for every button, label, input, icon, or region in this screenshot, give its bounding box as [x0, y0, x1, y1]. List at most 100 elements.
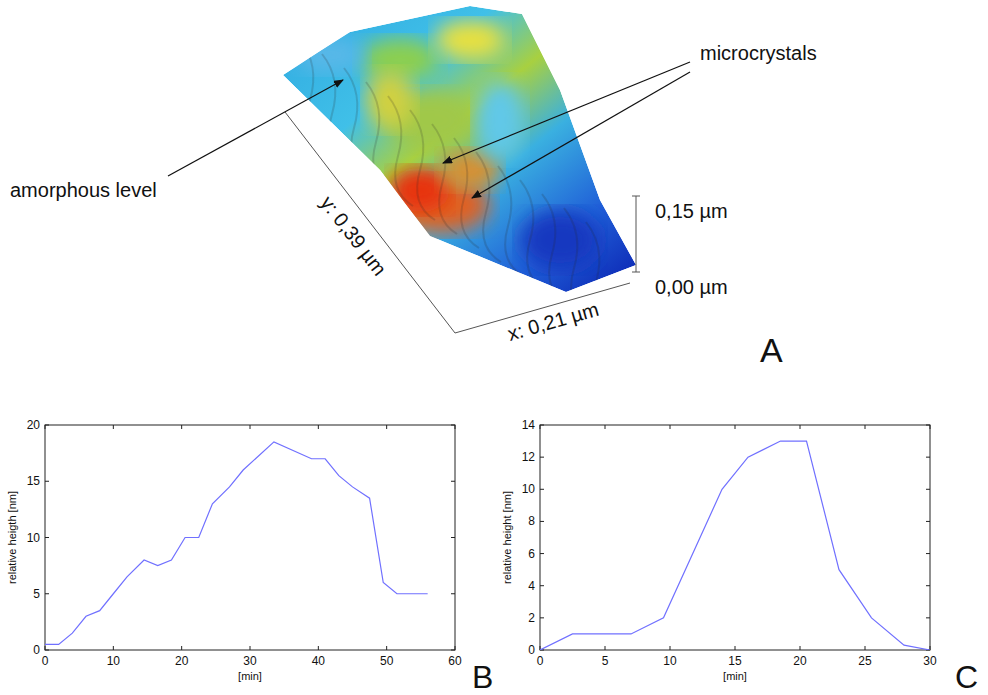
surface-ridge [366, 82, 391, 192]
x-tick-label: 10 [663, 654, 677, 668]
x-tick [735, 646, 736, 650]
x-tick [250, 425, 251, 429]
y-tick [926, 617, 930, 618]
y-tick [451, 593, 455, 594]
x-tick-label: 30 [243, 654, 257, 668]
surface-base [283, 6, 636, 292]
z-tick [632, 196, 640, 197]
y-tick [45, 650, 49, 651]
y-axis-label: relative height [nm] [501, 491, 513, 584]
x-tick-label: 30 [923, 654, 937, 668]
y-tick [926, 521, 930, 522]
y-tick [45, 593, 49, 594]
x-tick [113, 646, 114, 650]
y-tick [540, 457, 544, 458]
x-tick-label: 40 [312, 654, 326, 668]
x-tick-label: 25 [858, 654, 872, 668]
x-tick [605, 646, 606, 650]
x-axis-label: [min] [723, 670, 747, 682]
x-tick [865, 646, 866, 650]
surface-color [435, 20, 505, 60]
annotation-arrow [472, 72, 690, 198]
y-tick [451, 537, 455, 538]
z-tick [632, 272, 640, 273]
data-group [540, 441, 930, 650]
x-tick [455, 646, 456, 650]
x-tick-label: 0 [537, 654, 544, 668]
line-panel: 010203040506005101520[min]relative heigt… [6, 418, 494, 695]
y-tick [540, 553, 544, 554]
annotation-arrow [168, 80, 343, 176]
surface-color [475, 80, 525, 160]
y-tick-label: 10 [522, 482, 536, 496]
x-tick [181, 646, 182, 650]
surface-ridge [476, 152, 501, 262]
y-tick-label: 0 [33, 643, 40, 657]
y-axis-label: relative heigth [nm] [6, 491, 18, 584]
surface-ridge [300, 40, 325, 150]
y-tick [451, 425, 455, 426]
x-axis-label: [min] [238, 670, 262, 682]
y-tick [926, 489, 930, 490]
x-tick-label: 20 [793, 654, 807, 668]
z-tick-label: 0,00 µm [655, 276, 728, 298]
y-tick [926, 585, 930, 586]
x-tick-label: 15 [728, 654, 742, 668]
x-tick-label: 0 [42, 654, 49, 668]
x-tick [605, 425, 606, 429]
surface-panel: y: 0,39 µmx: 0,21 µm0,00 µm0,15 µmmicroc… [10, 6, 817, 369]
surface-ridge [432, 124, 457, 234]
x-tick [540, 425, 541, 429]
x-tick [45, 425, 46, 429]
panel-letter: A [760, 331, 783, 369]
y-tick [45, 537, 49, 538]
x-tick [670, 425, 671, 429]
surface [283, 6, 636, 332]
surface-ridge [344, 68, 369, 178]
surface-ridge [454, 138, 479, 248]
x-tick [113, 425, 114, 429]
y-tick-label: 4 [528, 579, 535, 593]
x-tick [250, 646, 251, 650]
surface-ridge [520, 180, 545, 290]
panel-letter: B [472, 659, 493, 695]
surface-color [520, 210, 600, 270]
y-tick-label: 14 [522, 418, 536, 432]
x-tick-label: 50 [380, 654, 394, 668]
panel-letter: C [955, 659, 978, 695]
y-axis [285, 112, 455, 333]
line-panel: 05101520253002468101214[min]relative hei… [501, 418, 979, 695]
z-axis [636, 196, 637, 272]
x-tick-label: 20 [175, 654, 189, 668]
y-tick [540, 521, 544, 522]
x-tick-label: 10 [107, 654, 121, 668]
x-tick [386, 425, 387, 429]
data-group [45, 442, 428, 645]
plot-frame [540, 425, 930, 650]
x-tick [930, 425, 931, 429]
x-tick [735, 425, 736, 429]
data-line [540, 441, 930, 650]
y-tick [45, 425, 49, 426]
y-tick-label: 10 [27, 531, 41, 545]
y-tick-label: 8 [528, 514, 535, 528]
x-tick [455, 425, 456, 429]
y-tick [540, 585, 544, 586]
surface-ridge [410, 110, 435, 220]
surface-ridge [542, 194, 567, 304]
x-tick-label: 5 [602, 654, 609, 668]
x-tick [318, 425, 319, 429]
x-tick [318, 646, 319, 650]
x-tick [865, 425, 866, 429]
y-tick-label: 6 [528, 547, 535, 561]
x-axis-label: x: 0,21 µm [505, 298, 601, 345]
y-tick-label: 2 [528, 611, 535, 625]
z-tick-label: 0,15 µm [655, 200, 728, 222]
y-tick [540, 425, 544, 426]
y-tick-label: 20 [27, 418, 41, 432]
y-tick [45, 481, 49, 482]
x-tick [800, 646, 801, 650]
x-tick [386, 646, 387, 650]
surface-ridge [498, 166, 523, 276]
surface-ridge [388, 96, 413, 206]
